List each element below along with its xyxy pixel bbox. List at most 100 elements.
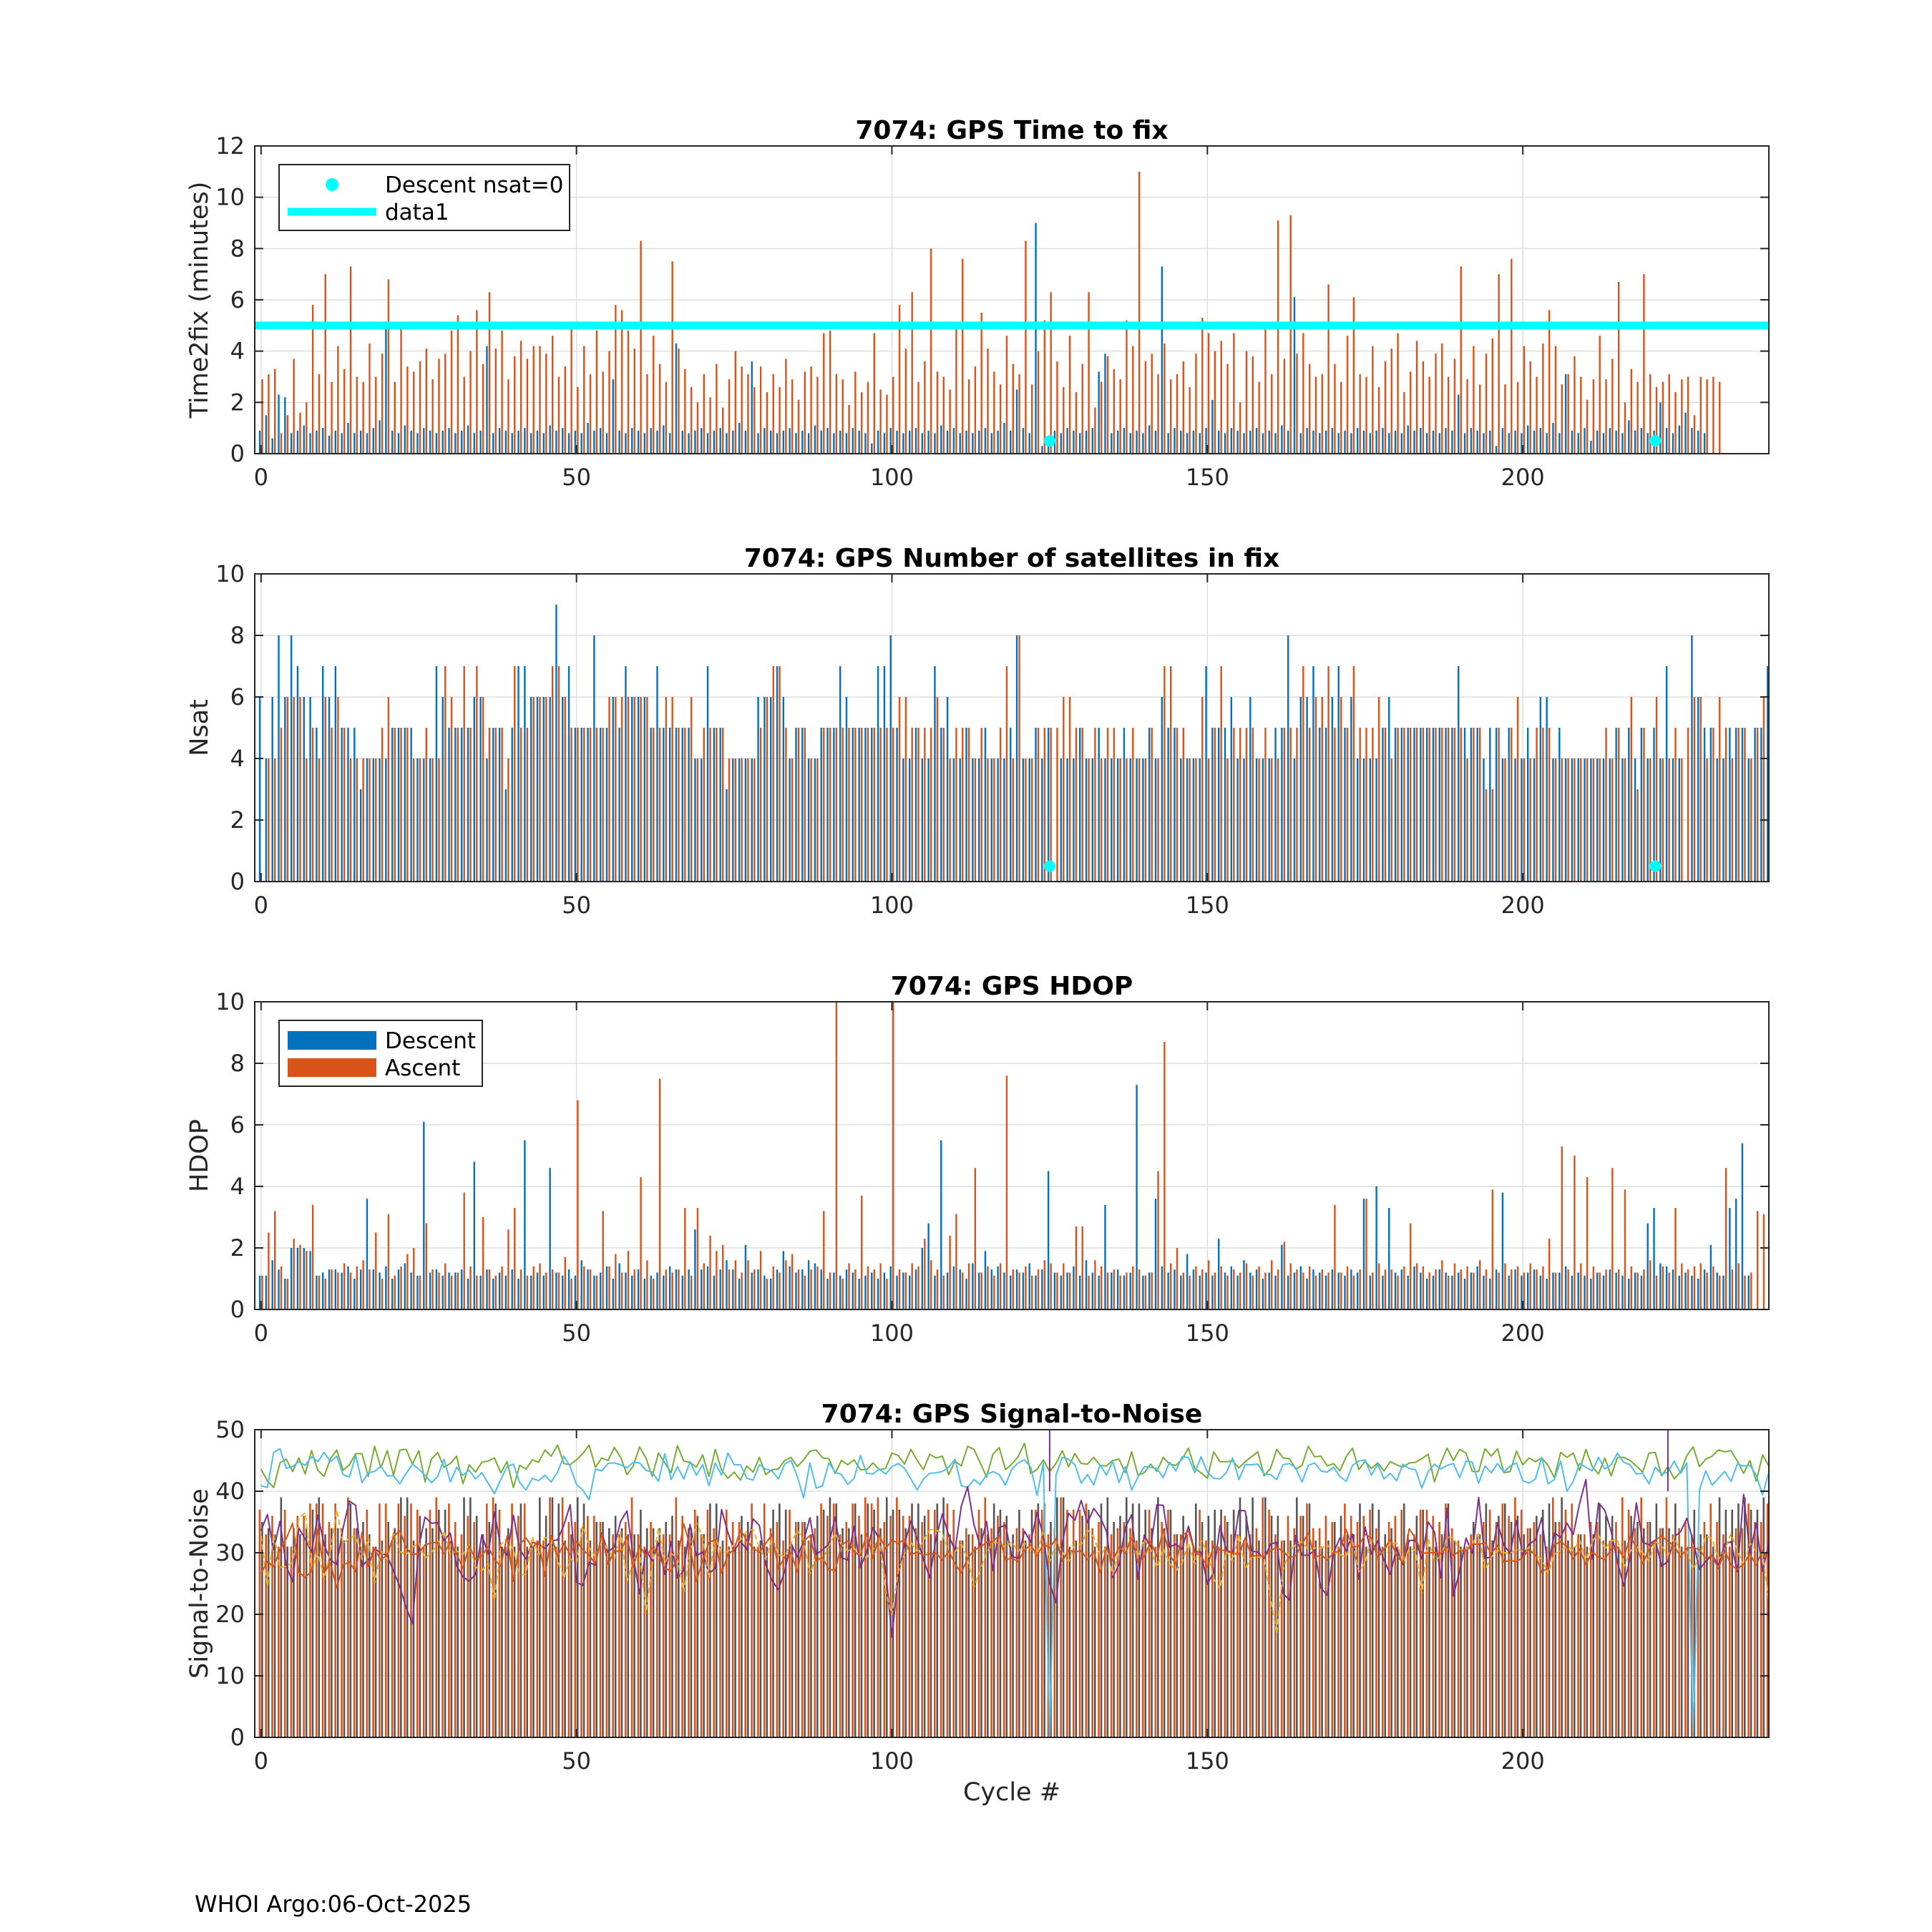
snr-bar-a (1192, 1546, 1195, 1737)
descent-bar (1571, 430, 1574, 454)
ascent-bar (898, 697, 901, 882)
y-tick-label: 0 (230, 440, 245, 467)
ascent-bar (1435, 728, 1437, 882)
snr-bar-a (662, 1534, 665, 1737)
descent-bar (1754, 728, 1756, 882)
descent-bar (1073, 1266, 1075, 1309)
ascent-bar (785, 1260, 787, 1309)
ascent-bar (785, 728, 787, 882)
snr-bar-b (1201, 1522, 1204, 1737)
ascent-bar (653, 336, 655, 454)
ascent-bar (1712, 728, 1714, 882)
ascent-bar (898, 305, 901, 454)
descent-bar (1211, 399, 1214, 454)
ascent-bar (671, 261, 673, 454)
ascent-bar (1706, 1272, 1708, 1309)
descent-bar (889, 1266, 892, 1309)
descent-bar (1161, 1266, 1163, 1309)
descent-bar (1438, 433, 1440, 454)
footer-text: WHOI Argo:06-Oct-2025 (195, 1890, 472, 1918)
x-tick-label: 50 (562, 892, 591, 919)
snr-bar-a (321, 1503, 324, 1737)
snr-bar-a (997, 1516, 999, 1737)
ascent-bar (1365, 728, 1367, 882)
descent-bar (1514, 430, 1516, 454)
ascent-bar (1126, 320, 1128, 454)
legend-marker-nsat0 (326, 178, 338, 191)
descent-bar (713, 1275, 716, 1309)
ascent-bar (1088, 758, 1090, 882)
snr-bar-b (463, 1497, 465, 1737)
descent-bar (1066, 758, 1068, 882)
ascent-bar (615, 1254, 617, 1309)
descent-bar (1432, 1275, 1435, 1309)
ascent-bar (873, 1269, 875, 1309)
snr-bar-b (513, 1546, 516, 1737)
descent-bar (574, 430, 577, 454)
snr-bar-a (1287, 1516, 1289, 1737)
snr-bar-a (1488, 1509, 1491, 1737)
snr-bar-b (564, 1540, 566, 1737)
descent-bar (567, 433, 570, 454)
descent-bar (1015, 635, 1018, 882)
ascent-bar (867, 381, 869, 454)
snr-bar-b (810, 1534, 812, 1737)
snr-bar-a (1015, 1528, 1018, 1737)
ascent-bar (293, 1239, 295, 1309)
descent-bar (567, 1269, 570, 1309)
ascent-bar (1435, 1269, 1437, 1309)
ascent-bar (1687, 376, 1689, 454)
descent-bar (1483, 1275, 1485, 1309)
ascent-bar (709, 728, 711, 882)
snr-bar-a (1053, 1528, 1056, 1737)
ascent-bar (1258, 1266, 1260, 1309)
descent-bar (448, 428, 450, 454)
descent-bar (1022, 758, 1025, 882)
snr-bar-b (1138, 1503, 1141, 1737)
descent-bar (1451, 728, 1453, 882)
ascent-bar (375, 376, 377, 454)
descent-bar (650, 728, 652, 882)
ascent-bar (1025, 240, 1027, 454)
ascent-bar (419, 758, 421, 882)
ascent-bar (1580, 1263, 1582, 1309)
snr-bar-a (1539, 1534, 1541, 1737)
snr-bar-b (1283, 1540, 1286, 1737)
snr-bar-a (1501, 1503, 1504, 1737)
snr-bar-b (425, 1528, 427, 1737)
descent-bar (656, 666, 658, 882)
snr-bar-b (362, 1522, 364, 1737)
ascent-bar (1352, 297, 1355, 454)
snr-bar-b (1390, 1528, 1392, 1737)
ascent-bar (1132, 1266, 1134, 1309)
ascent-bar (488, 292, 491, 454)
descent-bar (1602, 1275, 1605, 1309)
snr-bar-a (454, 1522, 457, 1737)
snr-bar-a (650, 1522, 652, 1737)
descent-bar (1564, 758, 1567, 882)
snr-bar-b (1478, 1534, 1481, 1737)
ascent-bar (1264, 328, 1267, 454)
snr-bar-a (435, 1497, 438, 1737)
snr-bar-b (1125, 1497, 1128, 1737)
y-tick-label: 8 (230, 1050, 245, 1077)
ascent-bar (1384, 728, 1387, 882)
descent-bar (984, 728, 987, 882)
descent-bar (1142, 1275, 1144, 1309)
snr-bar-b (1169, 1509, 1172, 1737)
snr-bar-a (334, 1503, 336, 1737)
snr-bar-a (1141, 1540, 1144, 1737)
descent-bar (1041, 1269, 1043, 1309)
descent-bar (1432, 430, 1435, 454)
descent-bar (1047, 441, 1050, 454)
descent-bar (567, 666, 570, 882)
ascent-bar (1182, 728, 1185, 882)
descent-bar (839, 1275, 841, 1309)
ascent-bar (1050, 292, 1052, 454)
ascent-bar (1377, 386, 1380, 454)
ascent-bar (589, 1269, 592, 1309)
snr-bar-a (1615, 1522, 1617, 1737)
snr-bar-b (721, 1540, 724, 1737)
descent-bar (1199, 1275, 1201, 1309)
ascent-bar (381, 353, 384, 454)
